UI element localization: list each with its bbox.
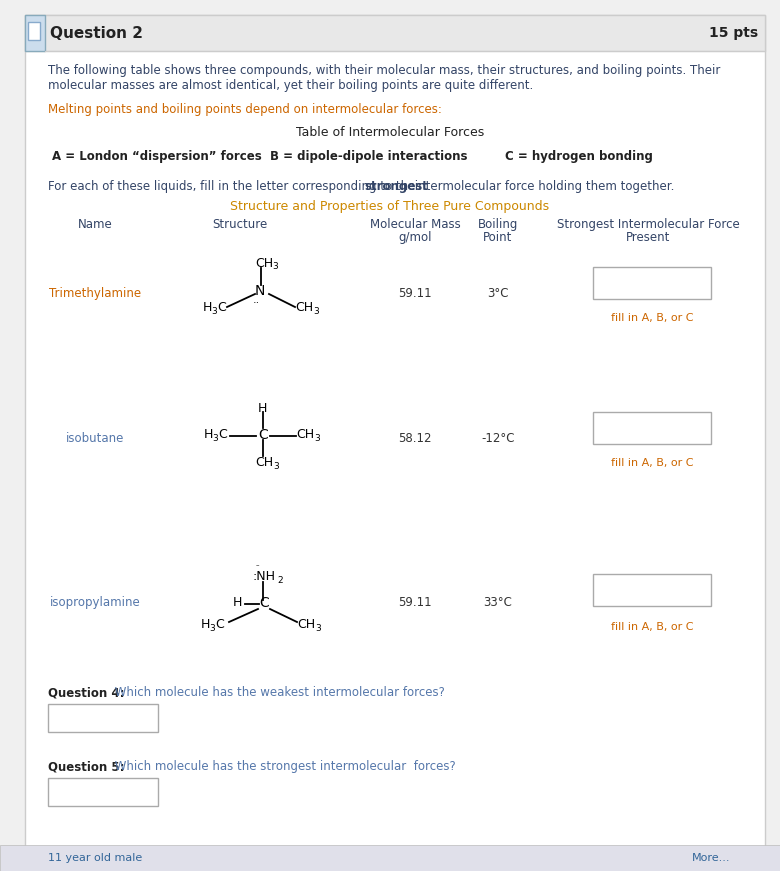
Text: fill in A, B, or C: fill in A, B, or C bbox=[611, 458, 693, 468]
Text: C: C bbox=[215, 618, 224, 631]
Text: C: C bbox=[259, 596, 269, 610]
Text: Question 5:: Question 5: bbox=[48, 760, 125, 773]
Text: More...: More... bbox=[692, 853, 730, 863]
Text: Molecular Mass: Molecular Mass bbox=[370, 218, 460, 231]
Text: Trimethylamine: Trimethylamine bbox=[49, 287, 141, 300]
Text: -12°C: -12°C bbox=[481, 431, 515, 444]
Text: H: H bbox=[258, 402, 268, 415]
Text: Table of Intermolecular Forces: Table of Intermolecular Forces bbox=[296, 126, 484, 139]
Bar bbox=[48, 778, 158, 806]
Text: strongest: strongest bbox=[364, 180, 428, 193]
Text: 3: 3 bbox=[211, 307, 217, 316]
Text: A = London “dispersion” forces: A = London “dispersion” forces bbox=[52, 150, 262, 163]
Bar bbox=[593, 267, 711, 299]
Bar bbox=[25, 15, 45, 51]
Text: 33°C: 33°C bbox=[484, 596, 512, 609]
Text: Structure and Properties of Three Pure Compounds: Structure and Properties of Three Pure C… bbox=[230, 200, 550, 213]
Text: 3: 3 bbox=[209, 624, 215, 633]
Text: fill in A, B, or C: fill in A, B, or C bbox=[611, 622, 693, 632]
Text: isobutane: isobutane bbox=[66, 431, 124, 444]
Text: g/mol: g/mol bbox=[399, 231, 432, 244]
Text: :NH: :NH bbox=[253, 570, 276, 583]
Text: Boiling: Boiling bbox=[478, 218, 518, 231]
Text: H: H bbox=[203, 301, 212, 314]
Text: Structure: Structure bbox=[212, 218, 268, 231]
Text: 3: 3 bbox=[273, 462, 278, 471]
Bar bbox=[0, 845, 780, 871]
Text: Question 4:: Question 4: bbox=[48, 686, 125, 699]
Bar bbox=[593, 574, 711, 606]
Text: H: H bbox=[233, 596, 243, 609]
Text: Point: Point bbox=[484, 231, 512, 244]
Text: H: H bbox=[201, 618, 211, 631]
Text: 59.11: 59.11 bbox=[398, 596, 432, 609]
Text: Which molecule has the strongest intermolecular  forces?: Which molecule has the strongest intermo… bbox=[111, 760, 456, 773]
Text: ··: ·· bbox=[253, 298, 261, 308]
Text: CH: CH bbox=[295, 301, 313, 314]
Text: Question 2: Question 2 bbox=[50, 25, 143, 40]
Text: Which molecule has the weakest intermolecular forces?: Which molecule has the weakest intermole… bbox=[111, 686, 445, 699]
Bar bbox=[28, 22, 40, 40]
Text: 58.12: 58.12 bbox=[399, 431, 432, 444]
Text: C: C bbox=[217, 301, 225, 314]
Text: 3: 3 bbox=[315, 624, 321, 633]
Text: H: H bbox=[204, 428, 214, 441]
Text: CH: CH bbox=[297, 618, 315, 631]
Text: –: – bbox=[256, 562, 260, 568]
Text: 3: 3 bbox=[212, 434, 218, 443]
Text: CH: CH bbox=[255, 257, 273, 270]
Text: For each of these liquids, fill in the letter corresponding to the: For each of these liquids, fill in the l… bbox=[48, 180, 419, 193]
Text: fill in A, B, or C: fill in A, B, or C bbox=[611, 313, 693, 323]
Text: B = dipole-dipole interactions: B = dipole-dipole interactions bbox=[270, 150, 467, 163]
Text: molecular masses are almost identical, yet their boiling points are quite differ: molecular masses are almost identical, y… bbox=[48, 79, 534, 92]
Text: 3: 3 bbox=[272, 262, 278, 271]
Text: 2: 2 bbox=[277, 576, 282, 585]
Text: CH: CH bbox=[296, 428, 314, 441]
Text: Present: Present bbox=[626, 231, 670, 244]
Text: CH: CH bbox=[255, 456, 273, 469]
Text: Name: Name bbox=[78, 218, 112, 231]
Text: intermolecular force holding them together.: intermolecular force holding them togeth… bbox=[411, 180, 675, 193]
Text: 11 year old male: 11 year old male bbox=[48, 853, 142, 863]
Text: 3: 3 bbox=[313, 307, 319, 316]
Text: isopropylamine: isopropylamine bbox=[50, 596, 140, 609]
Text: N: N bbox=[255, 284, 265, 298]
Text: 3°C: 3°C bbox=[488, 287, 509, 300]
Bar bbox=[593, 412, 711, 444]
Text: C = hydrogen bonding: C = hydrogen bonding bbox=[505, 150, 653, 163]
Text: C: C bbox=[218, 428, 227, 441]
Text: 15 pts: 15 pts bbox=[709, 26, 758, 40]
Bar bbox=[25, 15, 765, 51]
Bar bbox=[48, 704, 158, 732]
Text: The following table shows three compounds, with their molecular mass, their stru: The following table shows three compound… bbox=[48, 64, 721, 77]
Text: Strongest Intermolecular Force: Strongest Intermolecular Force bbox=[557, 218, 739, 231]
Text: Melting points and boiling points depend on intermolecular forces:: Melting points and boiling points depend… bbox=[48, 103, 442, 116]
Text: 3: 3 bbox=[314, 434, 320, 443]
Text: 59.11: 59.11 bbox=[398, 287, 432, 300]
Text: C: C bbox=[258, 428, 268, 442]
